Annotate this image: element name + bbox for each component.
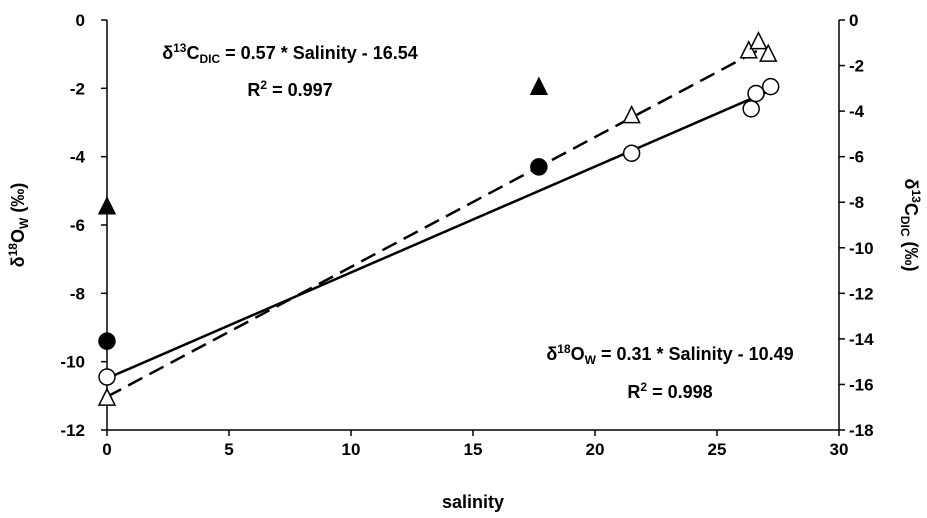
open-circle-point (747, 84, 765, 103)
dic-equation-line-1: δ13CDIC = 0.57 * Salinity - 16.54 (162, 41, 418, 66)
y-right-tick-label: 0 (849, 11, 858, 30)
x-tick-label: 10 (342, 440, 361, 459)
y-left-tick-label: -4 (70, 148, 86, 167)
y-right-tick-label: -10 (849, 239, 874, 258)
y-left-axis-label: δ18OW (‰) (6, 183, 31, 268)
dic-equation-line-1-part: C (186, 43, 199, 63)
data-points (97, 30, 780, 406)
y-right-axis-label-part: DIC (898, 216, 912, 237)
y-right-axis-label-part: C (901, 203, 921, 216)
y-left-axis-label-part: O (8, 229, 28, 243)
ow-equation-line-1-part: O (571, 344, 585, 364)
open-circle-point (98, 368, 116, 386)
x-tick-label: 0 (102, 440, 111, 459)
y-right-tick-label: -2 (849, 57, 864, 76)
open-triangle-point (97, 387, 117, 406)
y-right-tick-label: -14 (849, 330, 874, 349)
y-right-tick-label: -12 (849, 284, 874, 303)
open-circle-point (742, 100, 760, 118)
ow-equation-line-2-part: R (627, 382, 640, 402)
open-triangle-point (739, 40, 758, 59)
y-left-axis-label-part: δ (8, 256, 28, 267)
dic-fit-line (106, 45, 767, 398)
ow-equation-line-1-part: = 0.31 * Salinity - 10.49 (596, 344, 794, 364)
y-right-tick-label: -18 (849, 421, 874, 440)
y-left-tick-label: -8 (70, 284, 85, 303)
y-left-axis-label-part: (‰) (8, 183, 28, 218)
x-axis-label: salinity (442, 492, 504, 512)
fit-lines (106, 45, 772, 398)
dic-equation-line-2: R2 = 0.997 (247, 78, 332, 100)
y-left-axis-label-part: 18 (6, 243, 20, 257)
ow-equation-line-1: δ18OW = 0.31 * Salinity - 10.49 (546, 342, 793, 367)
dic-equation-line-2-part: 2 (260, 78, 267, 92)
ow-equation-line-2: R2 = 0.998 (627, 380, 712, 402)
y-right-axis-label: δ13CDIC (‰) (898, 179, 923, 272)
y-right-tick-label: -4 (849, 102, 865, 121)
open-circle-point (761, 77, 780, 96)
dic-equation-line-1-part: DIC (199, 52, 220, 66)
x-tick-label: 20 (586, 440, 605, 459)
dic-equation-line-1-part: = 0.57 * Salinity - 16.54 (220, 43, 418, 63)
filled-triangle-point (97, 196, 117, 215)
y-right-axis-label-part: (‰) (901, 236, 921, 271)
y-left-tick-label: -2 (70, 79, 85, 98)
x-tick-label: 25 (708, 440, 727, 459)
y-right-axis-label-part: 13 (909, 189, 923, 203)
filled-circle-point (530, 158, 548, 176)
y-right-tick-label: -8 (849, 193, 864, 212)
open-circle-point (622, 144, 641, 162)
y-left-axis-label-part: W (17, 217, 31, 229)
y-right-tick-label: -6 (849, 148, 864, 167)
y-left-tick-label: -12 (60, 421, 85, 440)
filled-circle-point (98, 332, 116, 350)
ow-equation-line-2-part: = 0.998 (647, 382, 713, 402)
ow-equation-line-2-part: 2 (640, 380, 647, 394)
ow-equation-line-1-part: 18 (557, 342, 571, 356)
open-triangle-point (622, 104, 641, 124)
dic-equation-line-1-part: δ (162, 43, 173, 63)
filled-triangle-point (529, 76, 549, 95)
y-left-tick-label: -6 (70, 216, 85, 235)
dic-equation-line-2-part: R (247, 80, 260, 100)
open-triangle-point (749, 30, 768, 50)
open-triangle-point (759, 43, 778, 62)
x-tick-label: 15 (464, 440, 483, 459)
y-right-tick-label: -16 (849, 375, 874, 394)
ow-fit-line (106, 89, 772, 380)
axes: 0 5 10 15 20 25 30 0 -2 -4 -6 -8 -10 -12 0 -2 -4 -6 -8 -10 -… (60, 11, 874, 459)
y-right-axis-label-part: δ (901, 179, 921, 190)
x-tick-label: 30 (830, 440, 849, 459)
dic-equation-line-1-part: 13 (173, 41, 187, 55)
ow-equation-line-1-part: δ (546, 344, 557, 364)
y-left-tick-label: -10 (60, 353, 85, 372)
dic-equation-line-2-part: = 0.997 (267, 80, 333, 100)
y-left-tick-label: 0 (76, 11, 85, 30)
ow-equation-line-1-part: W (585, 353, 597, 367)
x-tick-label: 5 (224, 440, 233, 459)
